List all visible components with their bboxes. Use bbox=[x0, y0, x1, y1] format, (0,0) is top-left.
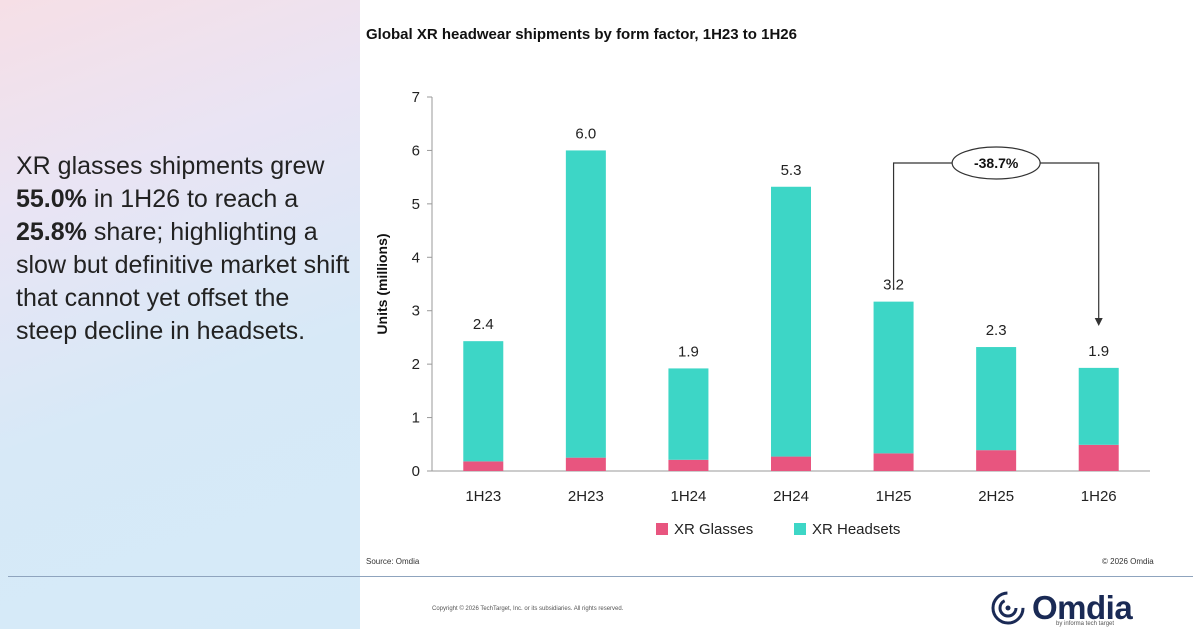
omdia-logo-text: Omdia bbox=[1032, 589, 1133, 626]
x-tick-label: 2H23 bbox=[568, 488, 604, 505]
headline-bold-growth: 55.0% bbox=[16, 185, 87, 213]
omdia-logo-icon bbox=[991, 591, 1025, 625]
y-tick-label: 0 bbox=[412, 463, 420, 480]
data-label-total: 5.3 bbox=[781, 162, 802, 179]
legend-swatch bbox=[656, 523, 668, 535]
source-note: Source: Omdia bbox=[366, 557, 420, 566]
legend-label: XR Glasses bbox=[674, 521, 753, 538]
bar-xr-headsets bbox=[976, 347, 1017, 451]
x-tick-label: 1H25 bbox=[876, 488, 912, 505]
bar-xr-glasses bbox=[771, 456, 811, 471]
bar-xr-glasses bbox=[873, 453, 914, 471]
annotation-oval bbox=[951, 146, 1041, 180]
y-tick-label: 5 bbox=[412, 196, 420, 213]
bar-xr-glasses bbox=[976, 450, 1017, 471]
bar-xr-glasses bbox=[1078, 444, 1119, 471]
y-axis-title: Units (millions) bbox=[374, 233, 390, 334]
headline-bold-share: 25.8% bbox=[16, 218, 87, 246]
y-tick-label: 4 bbox=[412, 249, 420, 266]
x-tick-label: 1H24 bbox=[670, 488, 706, 505]
data-label-total: 1.9 bbox=[678, 343, 699, 360]
legend-label: XR Headsets bbox=[812, 521, 900, 538]
headline-text-3: share; highlighting a slow but definitiv… bbox=[16, 218, 350, 345]
annotation-arrowhead bbox=[1094, 318, 1103, 326]
bar-xr-glasses bbox=[463, 461, 504, 471]
y-tick-label: 6 bbox=[412, 142, 420, 159]
bar-xr-headsets bbox=[463, 341, 504, 462]
y-tick-label: 7 bbox=[412, 89, 420, 106]
bar-xr-glasses bbox=[668, 459, 709, 471]
chart-copyright: © 2026 Omdia bbox=[1102, 557, 1154, 566]
headline: XR glasses shipments grew 55.0% in 1H26 … bbox=[16, 150, 351, 348]
copyright-text: Copyright © 2026 TechTarget, Inc. or its… bbox=[432, 606, 624, 612]
y-tick-label: 2 bbox=[412, 356, 420, 373]
bar-xr-headsets bbox=[771, 186, 811, 457]
data-label-total: 2.4 bbox=[473, 316, 494, 333]
bar-xr-headsets bbox=[565, 150, 606, 458]
annotation-label: -38.7% bbox=[974, 155, 1019, 171]
x-tick-label: 2H24 bbox=[773, 488, 809, 505]
legend-swatch bbox=[794, 523, 806, 535]
y-tick-label: 3 bbox=[412, 303, 420, 320]
headline-text-2: in 1H26 to reach a bbox=[86, 185, 299, 213]
bar-xr-headsets bbox=[873, 301, 914, 454]
x-tick-label: 2H25 bbox=[978, 488, 1014, 505]
data-label-total: 6.0 bbox=[575, 125, 596, 142]
omdia-logo: Omdia bbox=[990, 588, 1133, 628]
annotation-bracket bbox=[892, 162, 1100, 323]
left-panel bbox=[0, 0, 360, 629]
headline-text-1: XR glasses shipments grew bbox=[16, 152, 325, 180]
chart-title: Global XR headwear shipments by form fac… bbox=[366, 26, 797, 43]
data-label-total: 1.9 bbox=[1088, 343, 1109, 360]
chart: 0 1 2 3 4 5 6 7 Units (millions) 2.4 1H23 6.0 2H23 1.… bbox=[374, 89, 1150, 538]
bar-xr-headsets bbox=[668, 368, 709, 460]
bar-xr-headsets bbox=[1078, 367, 1119, 445]
footer-divider bbox=[8, 576, 1193, 577]
data-label-total: 2.3 bbox=[986, 322, 1007, 339]
bar-xr-glasses bbox=[565, 457, 606, 471]
y-tick-label: 1 bbox=[412, 410, 420, 427]
x-tick-label: 1H23 bbox=[465, 488, 501, 505]
omdia-logo-subtext: by informa tech target bbox=[1056, 621, 1115, 627]
x-tick-label: 1H26 bbox=[1081, 488, 1117, 505]
